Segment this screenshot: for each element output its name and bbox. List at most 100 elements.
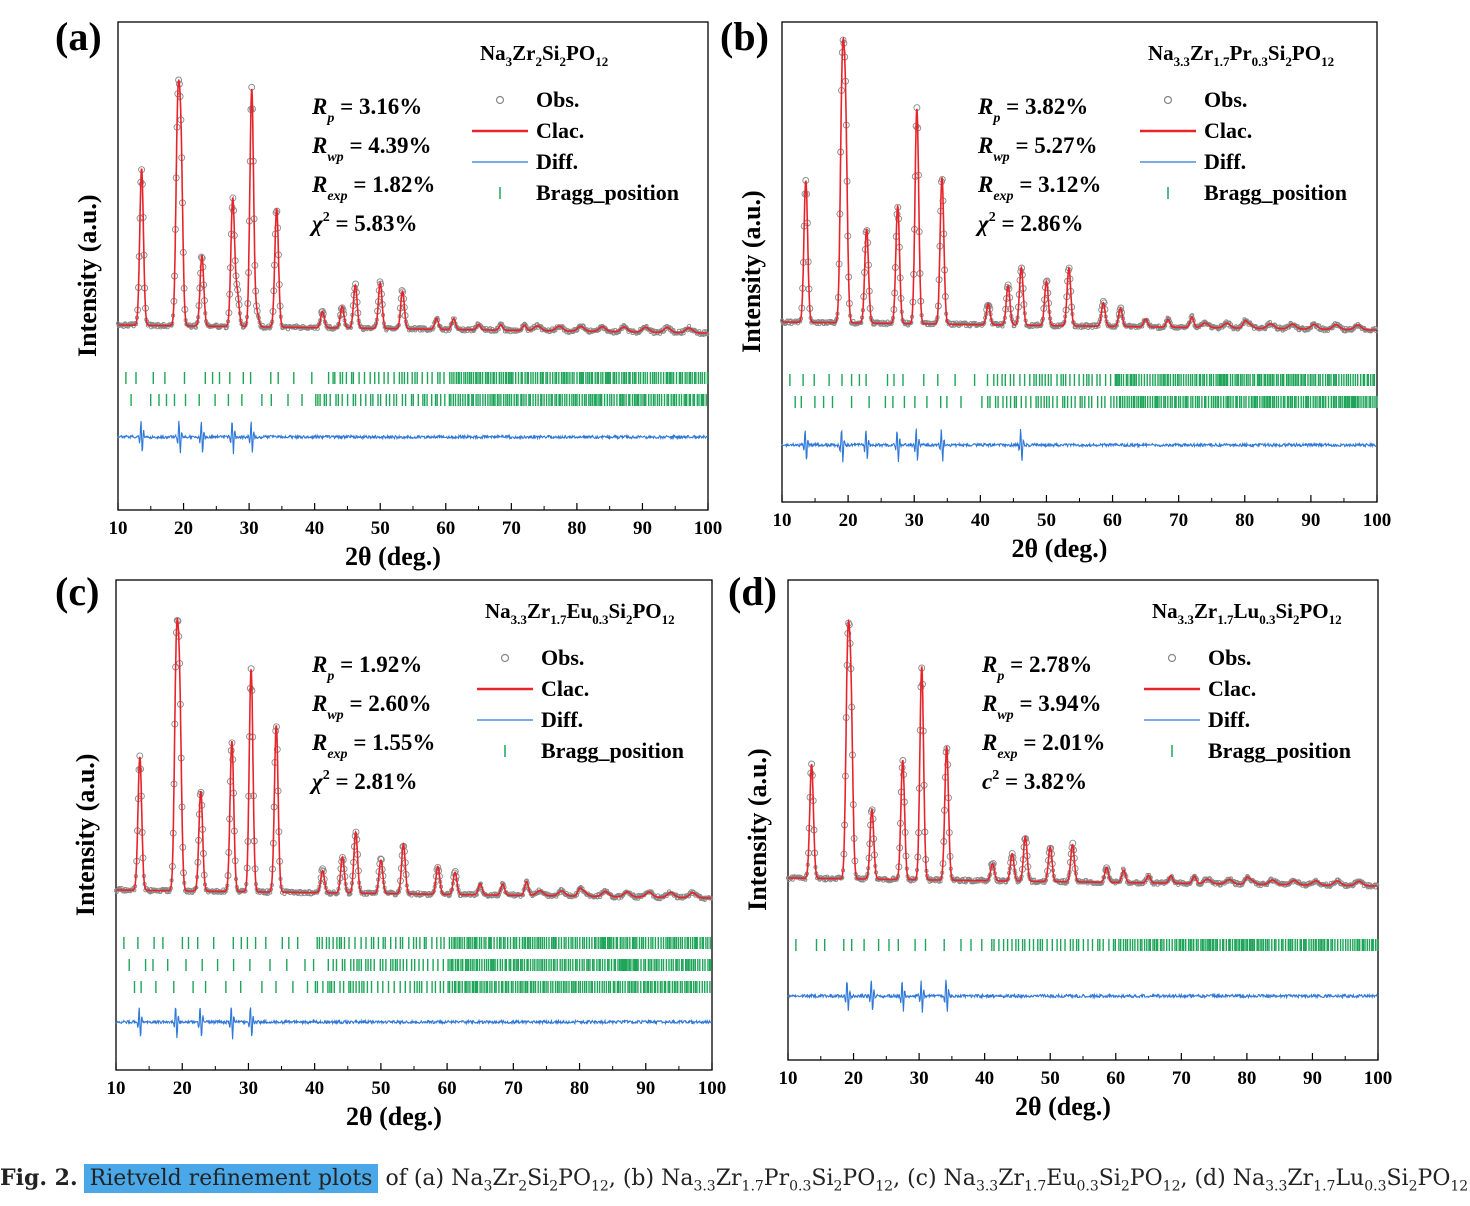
legend-label: Bragg_position (541, 738, 684, 763)
x-tick-label: 90 (633, 518, 652, 539)
refinement-stat: c2 = 3.82% (982, 768, 1087, 794)
panel-label: (c) (55, 569, 99, 614)
legend-label: Clac. (1204, 118, 1252, 143)
caption-text: of (a) Na3Zr2Si2PO12, (b) Na3.3Zr1.7Pr0.… (378, 1166, 1470, 1195)
legend-label: Obs. (541, 645, 584, 670)
calculated-line (116, 617, 712, 899)
panel-label: (b) (720, 14, 769, 59)
compound-formula: Na3.3Zr1.7Pr0.3Si2PO12 (1148, 41, 1334, 69)
x-tick-label: 80 (570, 1078, 589, 1099)
compound-formula: Na3.3Zr1.7Eu0.3Si2PO12 (485, 599, 675, 627)
legend-marker-obs (500, 653, 510, 663)
legend-label: Diff. (536, 149, 578, 174)
x-tick-label: 100 (694, 518, 723, 539)
x-tick-label: 30 (905, 510, 924, 531)
bragg-row-1 (125, 372, 709, 384)
legend-label: Bragg_position (1204, 180, 1347, 205)
x-tick-label: 10 (107, 1078, 126, 1099)
chart-panel-a: 10 20 30 40 50 60 70 80 90 100 2θ (deg.) Intensity … (55, 14, 722, 571)
x-tick-label: 50 (1041, 1068, 1060, 1089)
x-tick-label: 20 (174, 518, 193, 539)
legend-label: Clac. (541, 676, 589, 701)
x-tick-label: 10 (773, 510, 792, 531)
observed-point (348, 324, 353, 330)
observed-point (618, 326, 623, 331)
x-axis-title: 2θ (deg.) (1015, 1092, 1111, 1121)
difference-line (115, 1007, 713, 1040)
legend-label: Obs. (1204, 87, 1247, 112)
legend-marker-obs (1163, 95, 1173, 105)
x-tick-label: 100 (1364, 1068, 1393, 1089)
legend-marker-obs (495, 95, 505, 105)
figure-label: Fig. 2. (0, 1165, 78, 1191)
refinement-stat: Rexp = 2.01% (981, 730, 1105, 762)
refinement-stat: Rp = 3.82% (977, 94, 1088, 126)
bragg-row-1 (123, 937, 711, 949)
difference-line (787, 979, 1379, 1013)
x-tick-label: 60 (436, 518, 455, 539)
x-tick-label: 90 (1303, 1068, 1322, 1089)
bragg-row-1 (795, 939, 1379, 951)
x-tick-label: 100 (1363, 510, 1392, 531)
x-tick-label: 10 (109, 518, 128, 539)
refinement-stat: Rexp = 1.55% (311, 730, 435, 762)
refinement-stat: Rwp = 4.39% (311, 133, 432, 165)
panel-label: (a) (55, 14, 102, 59)
x-tick-label: 30 (240, 518, 259, 539)
x-tick-label: 70 (504, 1078, 523, 1099)
x-tick-label: 90 (636, 1078, 655, 1099)
x-tick-label: 40 (975, 1068, 994, 1089)
refinement-stat: Rp = 3.16% (311, 94, 422, 126)
difference-line (781, 428, 1378, 463)
x-tick-label: 40 (305, 1078, 324, 1099)
compound-formula: Na3Zr2Si2PO12 (480, 41, 608, 69)
legend-label: Diff. (541, 707, 583, 732)
x-tick-label: 70 (1172, 1068, 1191, 1089)
x-tick-label: 60 (1106, 1068, 1125, 1089)
refinement-stat: χ2 = 2.86% (975, 210, 1084, 236)
refinement-stat: Rwp = 3.94% (981, 691, 1102, 723)
y-axis-title: Intensity (a.u.) (737, 190, 766, 353)
caption-highlight: Rietveld refinement plots (83, 1164, 379, 1193)
x-tick-label: 20 (844, 1068, 863, 1089)
x-axis-title: 2θ (deg.) (346, 1102, 442, 1131)
x-tick-label: 30 (239, 1078, 258, 1099)
x-tick-label: 100 (698, 1078, 727, 1099)
observed-point (434, 863, 442, 871)
refinement-stat: Rexp = 3.12% (977, 172, 1101, 204)
x-tick-label: 30 (910, 1068, 929, 1089)
chart-panel-d: 10 20 30 40 50 60 70 80 90 100 2θ (deg.) Intensity … (728, 569, 1392, 1121)
x-tick-label: 60 (438, 1078, 457, 1099)
x-tick-label: 40 (971, 510, 990, 531)
difference-line (117, 420, 709, 455)
legend-label: Diff. (1208, 707, 1250, 732)
bragg-row-2 (794, 396, 1378, 408)
x-tick-label: 20 (173, 1078, 192, 1099)
x-tick-label: 80 (1237, 1068, 1256, 1089)
refinement-stat: Rwp = 2.60% (311, 691, 432, 723)
observed-point (984, 301, 992, 309)
legend-label: Clac. (1208, 676, 1256, 701)
refinement-stat: Rp = 2.78% (981, 652, 1092, 684)
chart-panel-b: 10 20 30 40 50 60 70 80 90 100 2θ (deg.) Intensity … (720, 14, 1391, 563)
x-tick-label: 80 (567, 518, 586, 539)
x-tick-label: 50 (371, 1078, 390, 1099)
x-tick-label: 40 (305, 518, 324, 539)
compound-formula: Na3.3Zr1.7Lu0.3Si2PO12 (1152, 599, 1342, 627)
x-tick-label: 10 (779, 1068, 798, 1089)
legend-label: Diff. (1204, 149, 1246, 174)
legend-label: Obs. (1208, 645, 1251, 670)
x-axis-title: 2θ (deg.) (345, 542, 441, 571)
bragg-row-1 (789, 374, 1376, 386)
x-tick-label: 90 (1301, 510, 1320, 531)
refinement-stat: Rp = 1.92% (311, 652, 422, 684)
refinement-stat: Rwp = 5.27% (977, 133, 1098, 165)
figure-caption: Fig. 2. Rietveld refinement plots of (a) … (0, 1158, 1470, 1198)
panel-label: (d) (728, 569, 777, 614)
calculated-line (118, 78, 708, 334)
refinement-stat: χ2 = 2.81% (309, 768, 418, 794)
x-tick-label: 80 (1235, 510, 1254, 531)
x-axis-title: 2θ (deg.) (1012, 534, 1108, 563)
legend-label: Clac. (536, 118, 584, 143)
